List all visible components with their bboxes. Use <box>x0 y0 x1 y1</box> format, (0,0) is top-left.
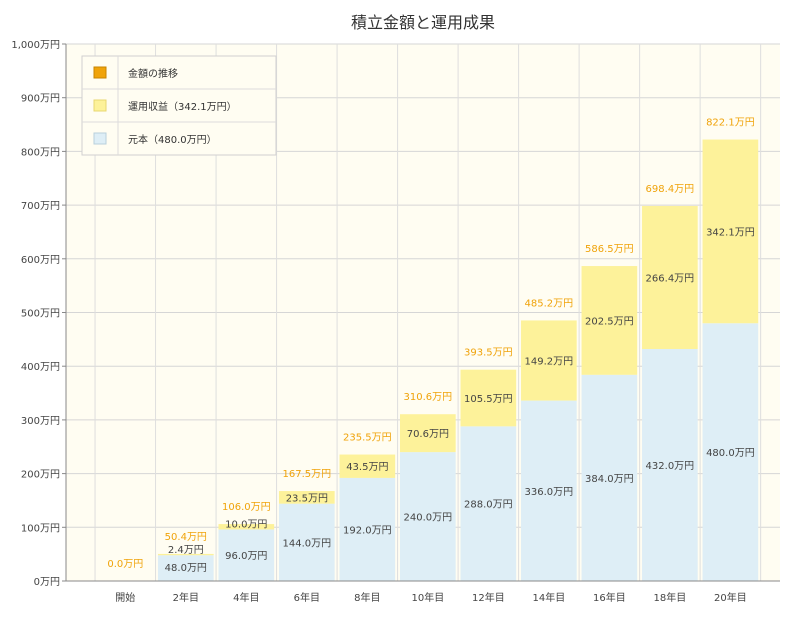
y-tick-label: 700万円 <box>21 201 60 212</box>
total-value-label: 106.0万円 <box>222 502 271 513</box>
principal-value-label: 48.0万円 <box>165 563 207 574</box>
total-value-label: 393.5万円 <box>464 348 513 359</box>
returns-value-label: 70.6万円 <box>407 429 449 440</box>
x-tick-label: 6年目 <box>294 591 320 604</box>
principal-bar <box>581 374 638 581</box>
x-tick-label: 18年目 <box>654 591 687 604</box>
y-tick-label: 200万円 <box>21 470 60 481</box>
bars <box>157 139 759 581</box>
x-tick-label: 12年目 <box>472 591 505 604</box>
returns-bar <box>642 205 698 350</box>
principal-bar <box>157 555 214 581</box>
y-tick-label: 800万円 <box>21 147 60 158</box>
total-value-label: 822.1万円 <box>706 118 755 129</box>
y-tick-label: 900万円 <box>21 94 60 105</box>
returns-bar <box>581 266 638 375</box>
returns-bar <box>400 414 456 453</box>
principal-bar <box>278 503 335 581</box>
y-tick-label: 300万円 <box>21 416 60 427</box>
total-value-label: 586.5万円 <box>585 244 634 255</box>
legend-label: 金額の推移 <box>128 67 178 80</box>
returns-bar <box>339 454 396 478</box>
total-value-label: 50.4万円 <box>165 532 207 543</box>
y-tick-label: 1,000万円 <box>11 40 60 51</box>
returns-bar <box>460 369 517 427</box>
axes: 0万円 100万円 200万円 300万円 400万円 500万円 600万円 700万円 80… <box>11 40 780 604</box>
x-tick-label: 20年目 <box>714 591 747 604</box>
returns-value-label: 43.5万円 <box>346 462 388 473</box>
legend-swatch <box>93 132 107 145</box>
principal-value-label: 96.0万円 <box>225 551 267 562</box>
returns-bar <box>521 320 577 401</box>
data-labels: 0.0万円 48.0万円 2.4万円 50.4万円 96.0万円 10.0万円 106.0万… <box>107 118 754 574</box>
x-tick-label: 16年目 <box>593 591 626 604</box>
principal-bar <box>642 349 698 581</box>
x-tick-label: 10年目 <box>411 591 444 604</box>
principal-bar <box>339 477 396 581</box>
x-tick-label: 開始 <box>115 591 135 604</box>
principal-value-label: 240.0万円 <box>404 513 453 524</box>
legend-label: 元本（480.0万円） <box>128 133 217 146</box>
principal-value-label: 144.0万円 <box>283 538 332 549</box>
returns-value-label: 10.0万円 <box>225 519 267 530</box>
principal-value-label: 336.0万円 <box>525 487 574 498</box>
returns-value-label: 202.5万円 <box>585 316 634 327</box>
legend-label: 運用収益（342.1万円） <box>128 100 237 113</box>
returns-bar <box>218 524 275 530</box>
y-tick-label: 100万円 <box>21 523 60 534</box>
returns-value-label: 266.4万円 <box>646 273 695 284</box>
principal-bar <box>218 529 275 581</box>
principal-bar <box>702 323 759 581</box>
total-value-label: 235.5万円 <box>343 433 392 444</box>
returns-value-label: 105.5万円 <box>464 394 513 405</box>
x-tick-label: 2年目 <box>173 591 199 604</box>
principal-value-label: 384.0万円 <box>585 474 634 485</box>
principal-value-label: 432.0万円 <box>646 461 695 472</box>
total-value-label: 485.2万円 <box>525 298 574 309</box>
total-value-label: 310.6万円 <box>404 392 453 403</box>
legend-swatch <box>93 66 107 79</box>
returns-bar <box>702 139 759 324</box>
returns-value-label: 342.1万円 <box>706 227 755 238</box>
y-tick-label: 600万円 <box>21 255 60 266</box>
legend-box <box>81 55 277 156</box>
principal-bar <box>460 426 517 581</box>
y-tick-label: 400万円 <box>21 362 60 373</box>
principal-value-label: 480.0万円 <box>706 448 755 459</box>
returns-bar <box>157 553 214 556</box>
returns-value-label: 149.2万円 <box>525 357 574 368</box>
x-tick-label: 8年目 <box>354 591 380 604</box>
total-value-label: 0.0万円 <box>107 559 143 570</box>
total-value-label: 167.5万円 <box>283 469 332 480</box>
returns-value-label: 2.4万円 <box>168 545 204 556</box>
total-value-label: 698.4万円 <box>646 184 695 195</box>
legend-swatch <box>93 99 107 112</box>
chart-title: 積立金額と運用成果 <box>351 13 495 32</box>
returns-bar <box>278 491 335 504</box>
returns-value-label: 23.5万円 <box>286 494 328 505</box>
y-tick-label: 500万円 <box>21 309 60 320</box>
principal-bar <box>521 400 577 581</box>
principal-bar <box>400 452 456 581</box>
x-tick-label: 4年目 <box>233 591 259 604</box>
x-tick-label: 14年目 <box>532 591 565 604</box>
principal-value-label: 192.0万円 <box>343 525 392 536</box>
y-tick-label: 0万円 <box>34 577 60 588</box>
principal-value-label: 288.0万円 <box>464 500 513 511</box>
